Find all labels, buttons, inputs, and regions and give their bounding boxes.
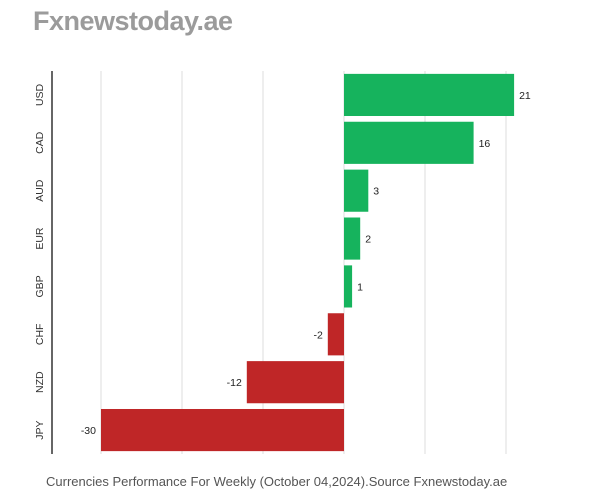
category-tick-labels: USD CAD AUD EUR GBP CHF NZD JPY bbox=[34, 83, 46, 439]
data-label-chf: -2 bbox=[313, 329, 322, 341]
tick-label-usd: USD bbox=[34, 83, 46, 106]
tick-label-eur: EUR bbox=[34, 227, 46, 250]
data-label-nzd: -12 bbox=[227, 377, 242, 389]
tick-label-gbp: GBP bbox=[34, 275, 46, 297]
bars bbox=[101, 73, 515, 452]
brand-title: Fxnewstoday.ae bbox=[33, 6, 233, 36]
tick-label-aud: AUD bbox=[34, 179, 46, 202]
tick-label-jpy: JPY bbox=[34, 420, 46, 439]
bar-chf bbox=[327, 313, 344, 356]
data-label-jpy: -30 bbox=[81, 425, 96, 437]
tick-label-nzd: NZD bbox=[34, 371, 46, 393]
data-label-cad: 16 bbox=[479, 138, 491, 150]
data-label-aud: 3 bbox=[373, 186, 379, 198]
bar-cad bbox=[344, 121, 474, 164]
chart-caption: Currencies Performance For Weekly (Octob… bbox=[46, 474, 508, 489]
bar-eur bbox=[344, 217, 361, 260]
data-label-eur: 2 bbox=[365, 234, 371, 246]
tick-label-cad: CAD bbox=[34, 131, 46, 154]
data-label-gbp: 1 bbox=[357, 281, 363, 293]
bar-nzd bbox=[246, 361, 344, 404]
bar-jpy bbox=[101, 408, 344, 452]
tick-label-chf: CHF bbox=[34, 324, 46, 346]
bar-aud bbox=[344, 169, 369, 212]
data-label-usd: 21 bbox=[519, 90, 531, 102]
bar-gbp bbox=[344, 265, 353, 308]
bar-usd bbox=[344, 73, 515, 117]
